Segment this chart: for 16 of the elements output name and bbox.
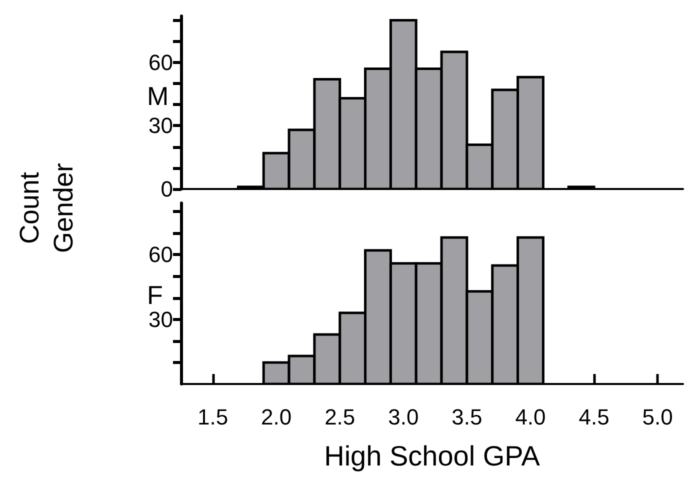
y-tick-label: 30	[148, 113, 173, 138]
y-tick-label: 0	[160, 176, 173, 202]
y-tick-label: 60	[148, 242, 173, 268]
x-tick-label: 2.0	[261, 404, 292, 430]
x-axis-title: High School GPA	[324, 440, 540, 472]
x-tick-label: 4.0	[515, 404, 546, 430]
y-axis-title: Count	[14, 172, 46, 244]
text: Gender	[48, 162, 80, 254]
x-tick-label: 3.0	[388, 404, 419, 430]
y-tick-label: 60	[148, 50, 173, 75]
x-tick-label: 5.0	[642, 404, 673, 430]
text: M	[147, 81, 169, 111]
x-tick-label: 2.5	[324, 404, 356, 430]
x-tick-label: 1.5	[197, 404, 228, 430]
x-tick-label: 3.5	[452, 404, 482, 430]
x-tick-label: 4.5	[578, 404, 610, 430]
